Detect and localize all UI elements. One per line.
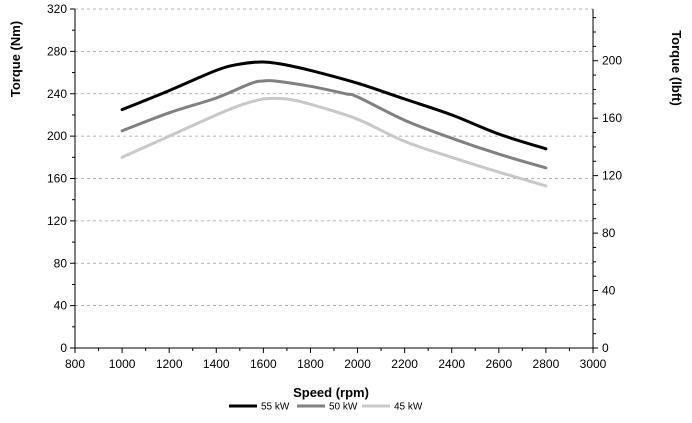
axes: 0 40 80 120 160 200 240 280 320 0 40 80 120 160 200 800… xyxy=(47,2,622,371)
x-tick-label: 1600 xyxy=(250,357,277,371)
x-tick-label: 1000 xyxy=(109,357,136,371)
x-tick-label: 2800 xyxy=(533,357,560,371)
y-tick-label-left: 120 xyxy=(47,214,67,228)
legend-label-50-kw: 50 kW xyxy=(329,402,358,413)
series-lines xyxy=(120,60,548,188)
series-line-45-kw xyxy=(120,96,548,188)
y-tick-label-left: 240 xyxy=(47,87,67,101)
y-tick-label-right: 80 xyxy=(602,226,616,240)
series-line-50-kw xyxy=(120,79,548,170)
y-tick-label-left: 280 xyxy=(47,44,67,58)
x-axis-title: Speed (rpm) xyxy=(293,385,369,400)
y-tick-label-left: 80 xyxy=(54,256,68,270)
y-tick-label-right: 40 xyxy=(602,284,616,298)
y-tick-label-left: 160 xyxy=(47,172,67,186)
y-axis-title-left: Torque (Nm) xyxy=(8,21,23,97)
series-line-55-kw xyxy=(120,60,548,151)
x-tick-label: 800 xyxy=(65,357,85,371)
y-tick-label-right: 0 xyxy=(602,341,609,355)
y-tick-label-right: 160 xyxy=(602,111,622,125)
legend: 55 kW 50 kW 45 kW xyxy=(229,402,423,413)
x-tick-label: 2400 xyxy=(438,357,465,371)
y-tick-label-left: 40 xyxy=(54,299,68,313)
y-tick-label-left: 320 xyxy=(47,2,67,16)
x-tick-label: 2000 xyxy=(344,357,371,371)
y-tick-label-right: 120 xyxy=(602,169,622,183)
gridlines xyxy=(75,8,593,307)
y-axis-title-right: Torque (lbft) xyxy=(669,30,684,106)
x-tick-label: 1200 xyxy=(156,357,183,371)
x-tick-label: 1400 xyxy=(203,357,230,371)
x-tick-label: 2600 xyxy=(485,357,512,371)
y-tick-label-left: 0 xyxy=(60,341,67,355)
legend-label-45-kw: 45 kW xyxy=(394,402,423,413)
y-tick-label-right: 200 xyxy=(602,54,622,68)
x-tick-label: 2200 xyxy=(391,357,418,371)
y-tick-label-left: 200 xyxy=(47,129,67,143)
legend-label-55-kw: 55 kW xyxy=(261,402,290,413)
x-tick-label: 3000 xyxy=(580,357,607,371)
x-tick-label: 1800 xyxy=(297,357,324,371)
